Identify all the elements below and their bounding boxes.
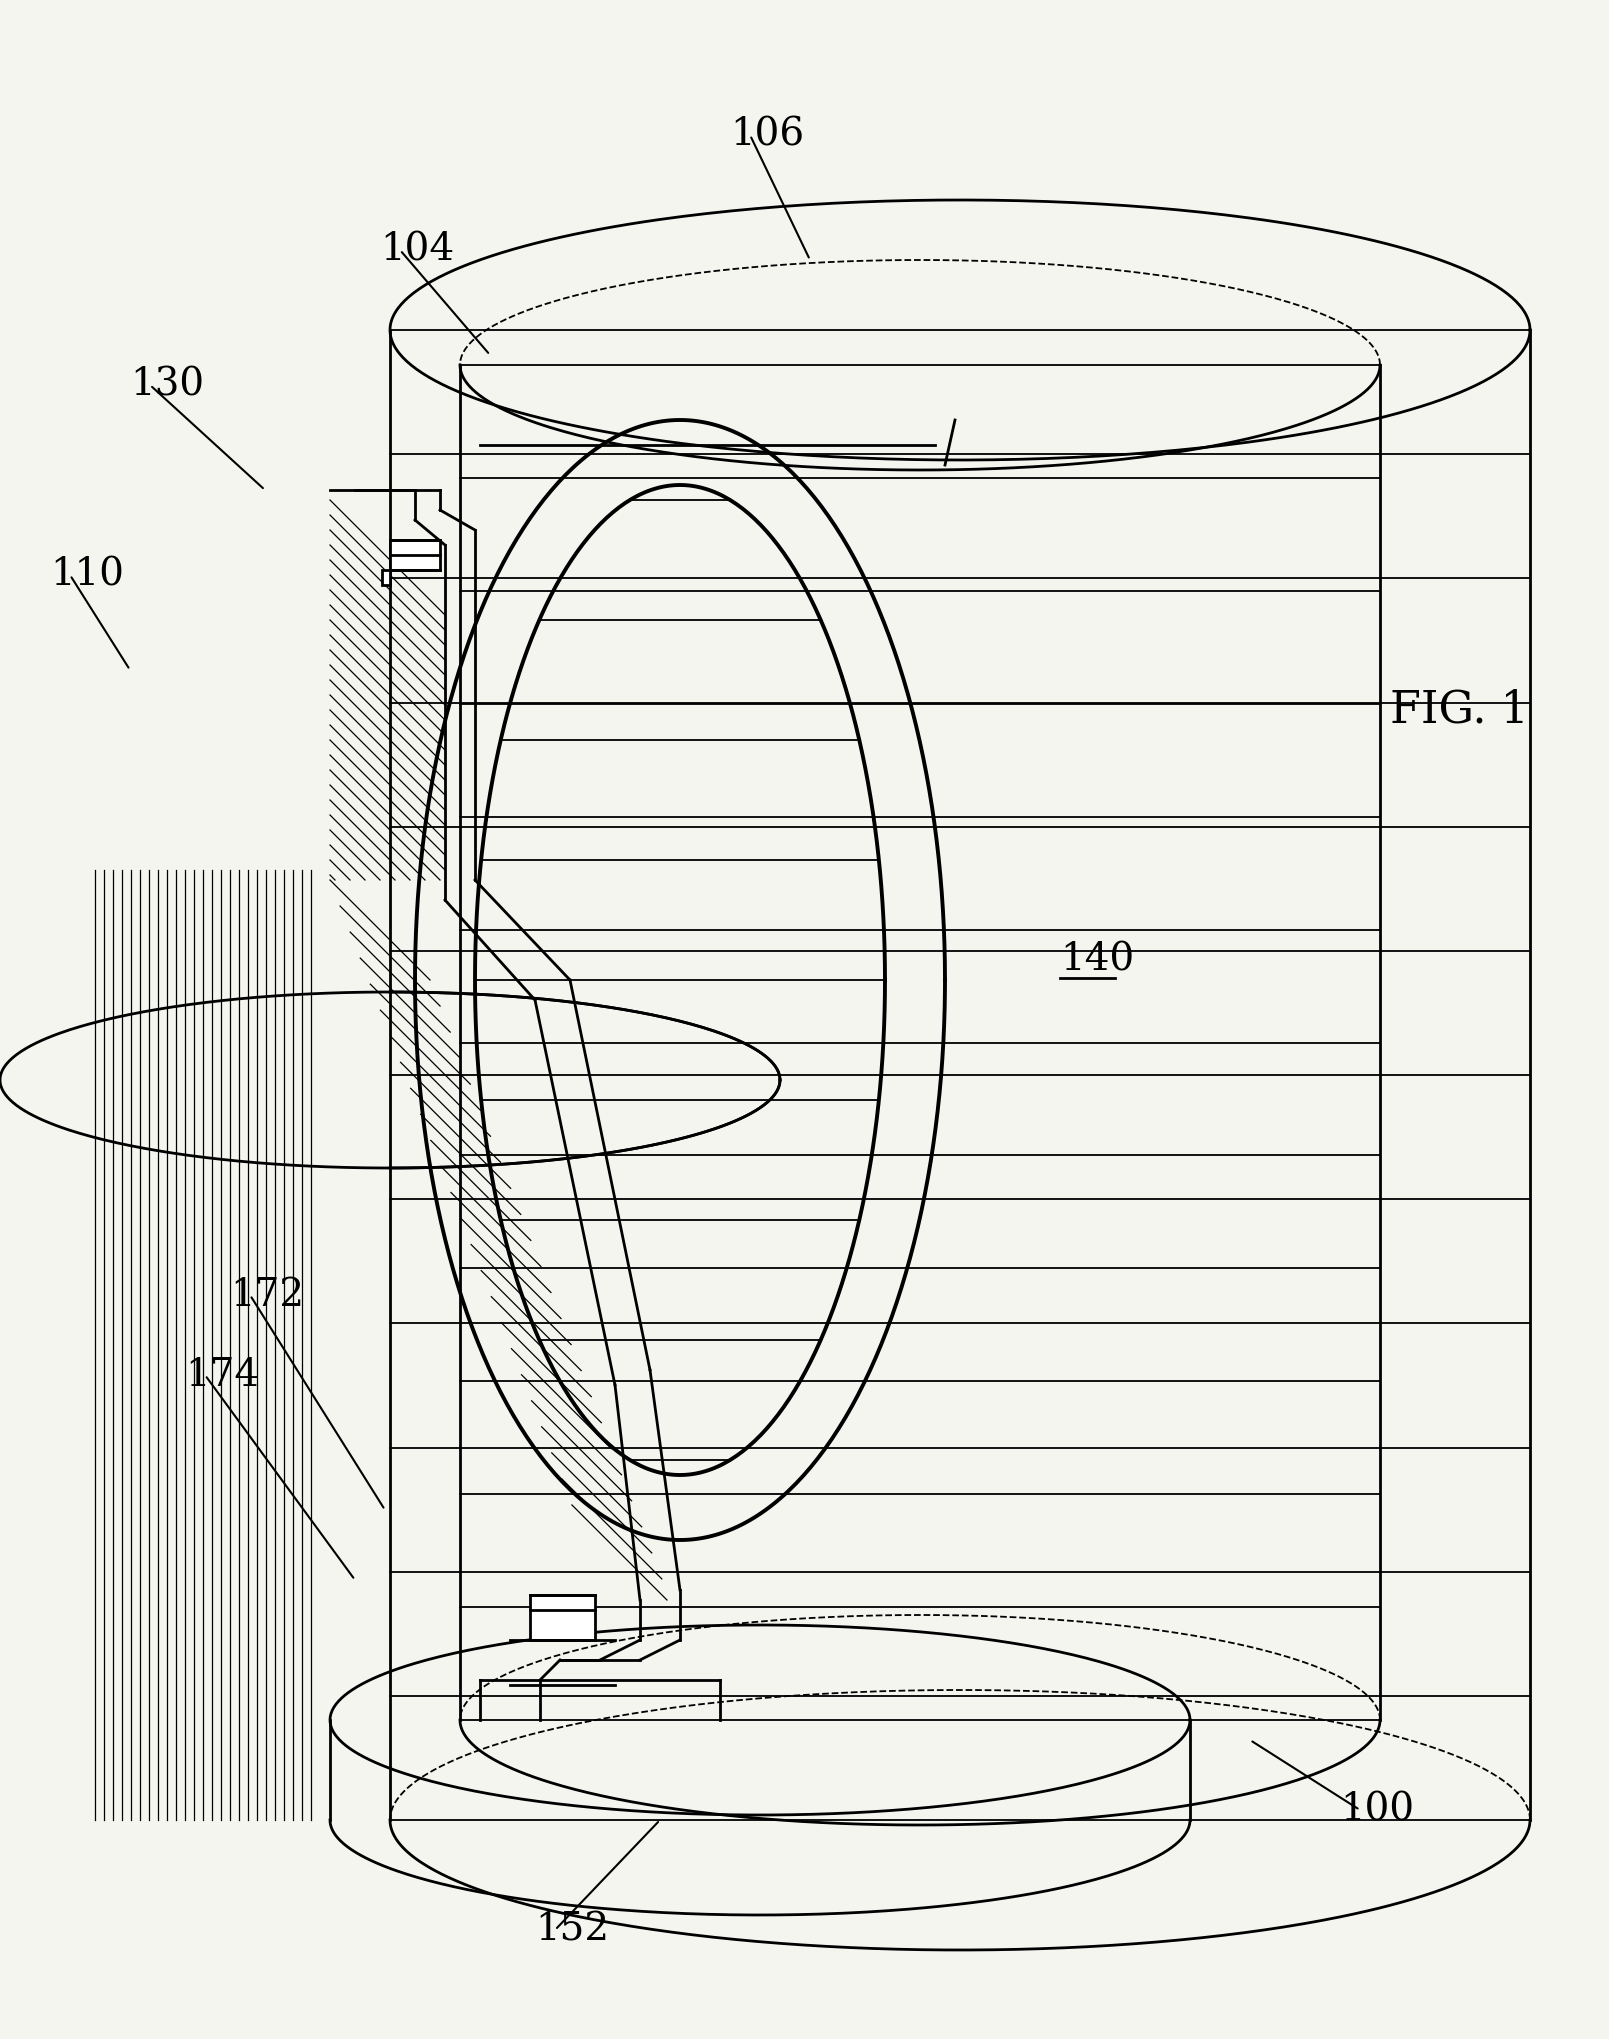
Text: 104: 104 bbox=[380, 232, 454, 269]
Text: 140: 140 bbox=[1060, 942, 1134, 979]
Bar bbox=[381, 571, 389, 585]
Text: 130: 130 bbox=[130, 367, 204, 404]
Text: 174: 174 bbox=[185, 1356, 259, 1393]
Text: 172: 172 bbox=[230, 1276, 304, 1313]
Text: 106: 106 bbox=[730, 116, 804, 153]
Text: 152: 152 bbox=[536, 1911, 610, 1949]
FancyBboxPatch shape bbox=[529, 1594, 595, 1639]
Text: FIG. 1: FIG. 1 bbox=[1390, 689, 1529, 732]
Bar bbox=[389, 540, 439, 571]
Text: 110: 110 bbox=[50, 557, 124, 593]
Text: 100: 100 bbox=[1340, 1792, 1414, 1829]
